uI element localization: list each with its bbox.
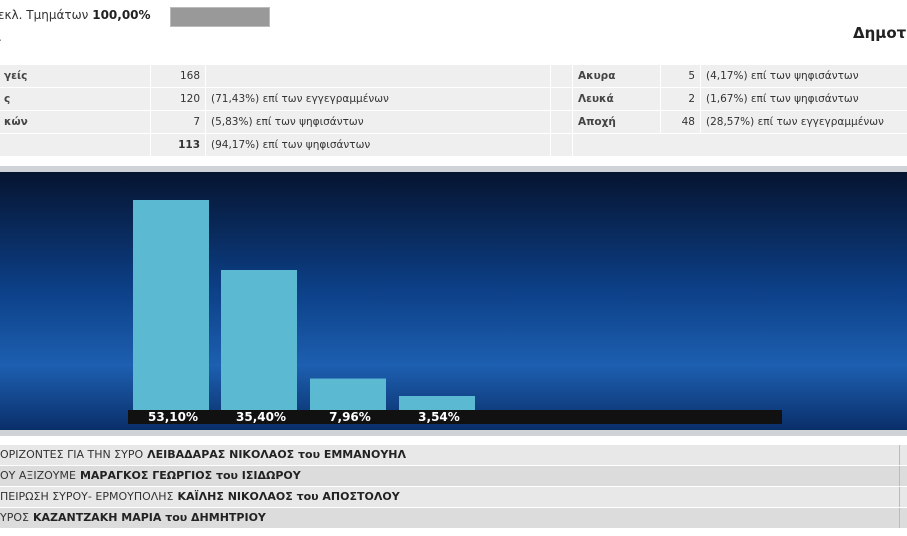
row-edge (899, 487, 907, 507)
bar (133, 199, 209, 421)
stats-cell: Ακυρα (572, 64, 661, 88)
stats-cell: 7 (150, 110, 206, 134)
stats-cell: 5 (660, 64, 701, 88)
party-name: ΠΕΙΡΩΣΗ ΣΥΡΟΥ- ΕΡΜΟΥΠΟΛΗΣ (0, 490, 174, 503)
stats-cell: κών (0, 110, 151, 134)
stats-row: 113 (94,17%) επί των ψηφισάντων (0, 133, 907, 157)
empty-cell (572, 133, 907, 157)
bar-label: 3,54% (418, 410, 460, 424)
party-row: ΟΡΙΖΟΝΤΕΣ ΓΙΑ ΤΗΝ ΣΥΡΟ ΛΕΙΒΑΔΑΡΑΣ ΝΙΚΟΛΑΟ… (0, 445, 907, 466)
stats-row: γείς 168 Ακυρα 5 (4,17%) επί των ψηφισάντων (0, 64, 907, 88)
spacer-cell (550, 64, 573, 88)
stats-cell: (5,83%) επί των ψηφισάντων (205, 110, 551, 134)
stats-cell: 168 (150, 64, 206, 88)
row-edge (899, 445, 907, 465)
stats-cell: 2 (660, 87, 701, 111)
party-name: ΟΥ ΑΞΙΖΟΥΜΕ (0, 469, 76, 482)
party-list: ΟΡΙΖΟΝΤΕΣ ΓΙΑ ΤΗΝ ΣΥΡΟ ΛΕΙΒΑΔΑΡΑΣ ΝΙΚΟΛΑΟ… (0, 445, 907, 529)
stats-cell: (94,17%) επί των ψηφισάντων (205, 133, 551, 157)
party-row: ΟΥ ΑΞΙΖΟΥΜΕ ΜΑΡΑΓΚΟΣ ΓΕΩΡΓΙΟΣ του ΙΣΙΔΩΡΟ… (0, 466, 907, 487)
stats-cell (0, 133, 151, 157)
candidate-name: ΚΑΪΛΗΣ ΝΙΚΟΛΑΟΣ του ΑΠΟΣΤΟΛΟΥ (177, 490, 400, 503)
label-strip (128, 410, 782, 424)
stats-row: ς 120 (71,43%) επί των εγγεγραμμένων Λευκά 2… (0, 87, 907, 111)
stats-cell: (4,17%) επί των ψηφισάντων (700, 64, 907, 88)
chart-panel: 53,10% 35,40% 7,96% 3,54% (0, 166, 907, 436)
stats-cell: Αποχή (572, 110, 661, 134)
party-row: ΠΕΙΡΩΣΗ ΣΥΡΟΥ- ΕΡΜΟΥΠΟΛΗΣ ΚΑΪΛΗΣ ΝΙΚΟΛΑΟΣ… (0, 487, 907, 508)
party-row: ΥΡΟΣ ΚΑΖΑΝΤΖΑΚΗ ΜΑΡΙΑ του ΔΗΜΗΤΡΙΟΥ (0, 508, 907, 529)
candidate-name: ΚΑΖΑΝΤΖΑΚΗ ΜΑΡΙΑ του ΔΗΜΗΤΡΙΟΥ (32, 511, 266, 524)
candidate-name: ΛΕΙΒΑΔΑΡΑΣ ΝΙΚΟΛΑΟΣ του ΕΜΜΑΝΟΥΗΛ (147, 448, 407, 461)
stats-cell: 113 (150, 133, 206, 157)
progress-bar (170, 7, 270, 27)
spacer-cell (550, 133, 573, 157)
progress-value: 100,00% (92, 8, 151, 22)
party-name: ΥΡΟΣ (0, 511, 29, 524)
stats-row: κών 7 (5,83%) επί των ψηφισάντων Αποχή 48 (28… (0, 110, 907, 134)
stats-cell: (28,57%) επί των εγγεγραμμένων (700, 110, 907, 134)
bar (221, 269, 297, 421)
second-line: . (0, 30, 2, 44)
bar-label: 35,40% (236, 410, 286, 424)
stats-cell: (1,67%) επί των ψηφισάντων (700, 87, 907, 111)
stats-cell: (71,43%) επί των εγγεγραμμένων (205, 87, 551, 111)
stats-cell: 120 (150, 87, 206, 111)
candidate-name: ΜΑΡΑΓΚΟΣ ΓΕΩΡΓΙΟΣ του ΙΣΙΔΩΡΟΥ (79, 469, 301, 482)
stats-cell: γείς (0, 64, 151, 88)
stats-cell: Λευκά (572, 87, 661, 111)
progress-line: εκλ. Τμημάτων 100,00% (0, 8, 151, 22)
bar-label: 7,96% (329, 410, 371, 424)
page-title: Δημοτ (853, 24, 907, 42)
row-edge (899, 466, 907, 486)
bar-label: 53,10% (148, 410, 198, 424)
stats-cell (205, 64, 551, 88)
chart: 53,10% 35,40% 7,96% 3,54% (0, 172, 907, 430)
spacer-cell (550, 87, 573, 111)
row-edge (899, 508, 907, 528)
stats-table: γείς 168 Ακυρα 5 (4,17%) επί των ψηφισάντων ς… (0, 64, 907, 157)
spacer-cell (550, 110, 573, 134)
party-name: ΟΡΙΖΟΝΤΕΣ ΓΙΑ ΤΗΝ ΣΥΡΟ (0, 448, 144, 461)
stats-cell: 48 (660, 110, 701, 134)
stats-cell: ς (0, 87, 151, 111)
progress-label: εκλ. Τμημάτων (0, 8, 89, 22)
